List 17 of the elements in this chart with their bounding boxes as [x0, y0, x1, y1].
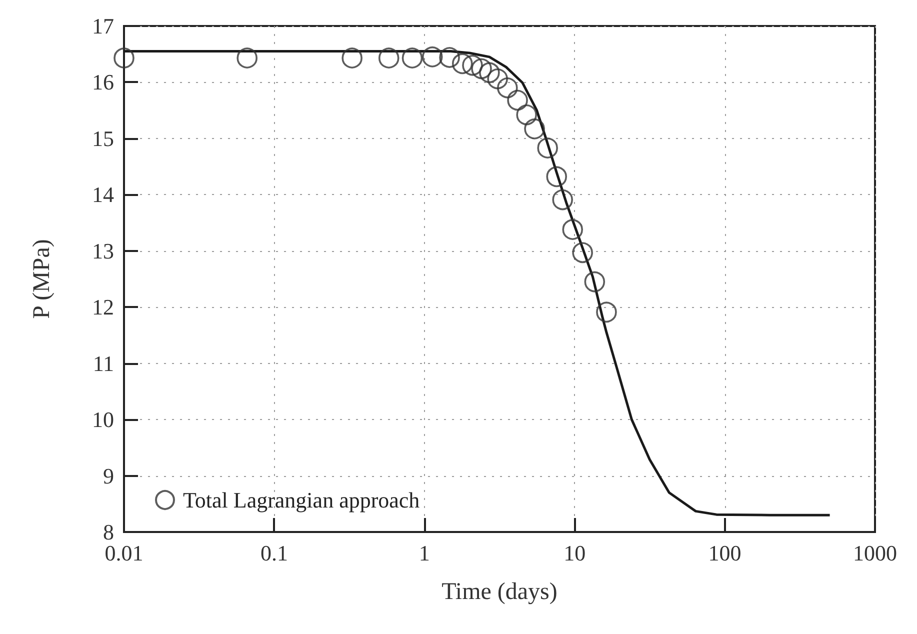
y-tick-label: 12 [92, 294, 114, 320]
legend-label: Total Lagrangian approach [183, 488, 420, 512]
x-axis-title: Time (days) [442, 579, 558, 605]
y-axis-title: P (MPa) [29, 239, 55, 319]
y-tick-label: 11 [92, 350, 114, 376]
y-tick-label: 9 [103, 463, 114, 488]
y-tick-label: 14 [92, 182, 114, 208]
y-tick-label: 13 [92, 238, 114, 264]
x-tick-label: 1 [418, 540, 430, 566]
y-tick-label: 17 [92, 14, 114, 38]
y-tick-label: 16 [92, 70, 114, 95]
x-tick-label: 0.1 [260, 540, 288, 566]
x-tick-label: 10 [564, 540, 586, 566]
y-tick-label: 10 [92, 407, 114, 432]
x-tick-label: 100 [708, 540, 742, 566]
y-tick-label: 15 [92, 126, 114, 151]
x-tick-label: 1000 [853, 540, 897, 566]
